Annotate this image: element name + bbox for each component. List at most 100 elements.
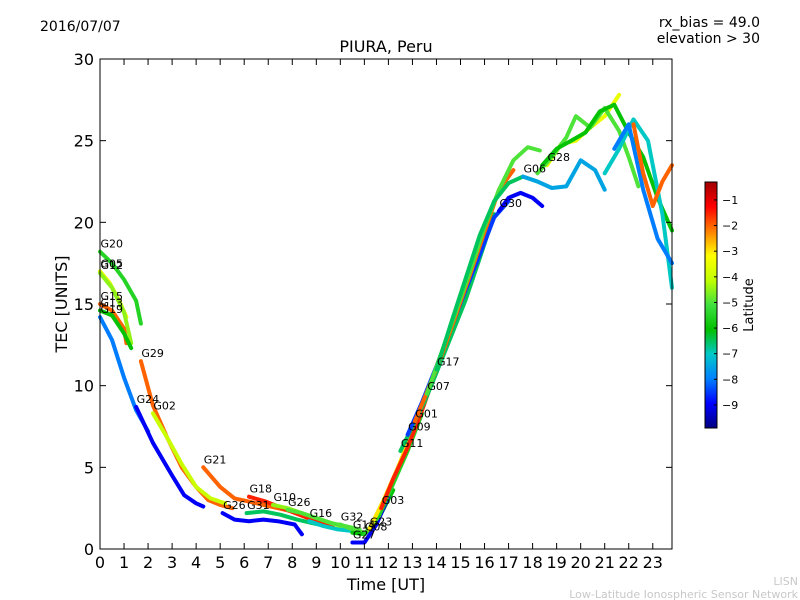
series-label: G18 — [250, 483, 273, 496]
date-label: 2016/07/07 — [40, 19, 121, 35]
y-axis-label: TEC [UNITS] — [52, 256, 71, 354]
series-label: G09 — [408, 421, 431, 434]
footer-network-short: LISN — [773, 575, 798, 588]
x-tick-label: 23 — [643, 553, 663, 572]
x-tick-label: 12 — [378, 553, 398, 572]
series-label: G01 — [415, 408, 438, 421]
x-tick-label: 21 — [595, 553, 615, 572]
colorbar-tick-label: −5 — [722, 296, 738, 309]
x-tick-label: 9 — [311, 553, 321, 572]
series-line — [98, 271, 134, 346]
series-label: G03 — [382, 494, 405, 507]
x-tick-label: 1 — [119, 553, 129, 572]
x-tick-label: 22 — [619, 553, 639, 572]
y-tick-label: 5 — [84, 458, 94, 477]
series-label: G19 — [101, 303, 124, 316]
x-axis-label: Time [UT] — [346, 575, 425, 594]
x-tick-label: 14 — [426, 553, 446, 572]
x-tick-label: 13 — [402, 553, 422, 572]
series-line — [434, 174, 540, 372]
x-tick-label: 4 — [191, 553, 201, 572]
y-tick-label: 30 — [74, 50, 94, 69]
colorbar — [704, 181, 718, 429]
series-label: G31 — [247, 499, 270, 512]
x-axis-ticks: 0 1 2 3 4 5 6 7 8 9 10 11 12 13 14 15 16 17 18 19 20 21 22 23 — [95, 59, 663, 572]
series-label: G28 — [548, 151, 571, 164]
series-label: G24 — [137, 393, 160, 406]
x-tick-label: 17 — [498, 553, 518, 572]
x-tick-label: 19 — [546, 553, 566, 572]
series-line — [338, 522, 367, 535]
series-label: G13 — [101, 297, 124, 310]
colorbar-tick-label: −2 — [722, 220, 738, 233]
y-tick-label: 15 — [74, 295, 94, 314]
series-label: G06 — [524, 163, 547, 176]
series-label: G15 — [101, 290, 124, 303]
series-line — [631, 122, 674, 208]
series-line — [612, 122, 674, 266]
x-tick-label: 3 — [167, 553, 177, 572]
series-label: G21 — [204, 453, 227, 466]
series-label: G12 — [101, 259, 124, 272]
series-label: G20 — [101, 238, 124, 251]
y-tick-label: 25 — [74, 132, 94, 151]
series-label: G23 — [370, 515, 393, 528]
series-line — [540, 102, 674, 233]
series-label: G30 — [500, 197, 523, 210]
x-tick-label: 10 — [330, 553, 350, 572]
y-tick-label: 20 — [74, 213, 94, 232]
colorbar-tick-label: −7 — [722, 348, 738, 361]
colorbar-label: Latitude — [742, 278, 757, 332]
colorbar-tick-label: −8 — [722, 373, 738, 386]
series-label: G05 — [101, 257, 124, 270]
series-label: G26 — [288, 496, 311, 509]
x-tick-label: 16 — [474, 553, 494, 572]
footer-network-full: Low-Latitude Ionospheric Sensor Network — [569, 588, 798, 600]
series-line — [134, 404, 206, 509]
series-line — [602, 117, 674, 290]
series-label: G14 — [353, 519, 376, 532]
series-label: G32 — [341, 511, 364, 524]
x-tick-label: 20 — [570, 553, 590, 572]
colorbar-tick-label: −1 — [722, 194, 738, 207]
colorbar-tick-label: −3 — [722, 245, 738, 258]
rx-bias-label: rx_bias = 49.0 — [659, 15, 760, 31]
series-line — [150, 411, 227, 506]
series-line — [98, 249, 143, 326]
x-tick-label: 6 — [239, 553, 249, 572]
colorbar-tick-label: −4 — [722, 271, 738, 284]
x-tick-label: 15 — [450, 553, 470, 572]
series-label: G08 — [365, 520, 388, 533]
x-tick-label: 7 — [263, 553, 273, 572]
elevation-label: elevation > 30 — [657, 31, 760, 47]
series-label: G17 — [437, 355, 460, 368]
series-label: G10 — [274, 491, 297, 504]
x-tick-label: 5 — [215, 553, 225, 572]
series-label: G26 — [223, 499, 246, 512]
chart-title: PIURA, Peru — [339, 37, 432, 56]
series-label: G11 — [401, 437, 424, 450]
y-tick-label: 10 — [74, 377, 94, 396]
series-line — [220, 511, 304, 537]
x-tick-label: 0 — [95, 553, 105, 572]
series-label: G16 — [310, 507, 333, 520]
x-tick-label: 2 — [143, 553, 153, 572]
colorbar-tick-label: −9 — [722, 399, 738, 412]
series-label: G29 — [141, 347, 164, 360]
series-line — [497, 190, 545, 213]
colorbar-tick-label: −6 — [722, 322, 738, 335]
y-axis-ticks: 0 5 10 15 20 25 30 — [74, 50, 672, 559]
series-label: G27 — [353, 529, 376, 542]
series-label: G07 — [427, 380, 450, 393]
series-layer — [98, 92, 674, 545]
x-tick-label: 11 — [354, 553, 374, 572]
series-line — [98, 308, 134, 351]
x-tick-label: 8 — [287, 553, 297, 572]
series-label: G02 — [153, 399, 176, 412]
colorbar-ticks: −1 −2 −3 −4 −5 −6 −7 −8 −9 — [714, 194, 738, 412]
y-tick-label: 0 — [84, 540, 94, 559]
series-line — [521, 158, 607, 192]
x-tick-label: 18 — [522, 553, 542, 572]
